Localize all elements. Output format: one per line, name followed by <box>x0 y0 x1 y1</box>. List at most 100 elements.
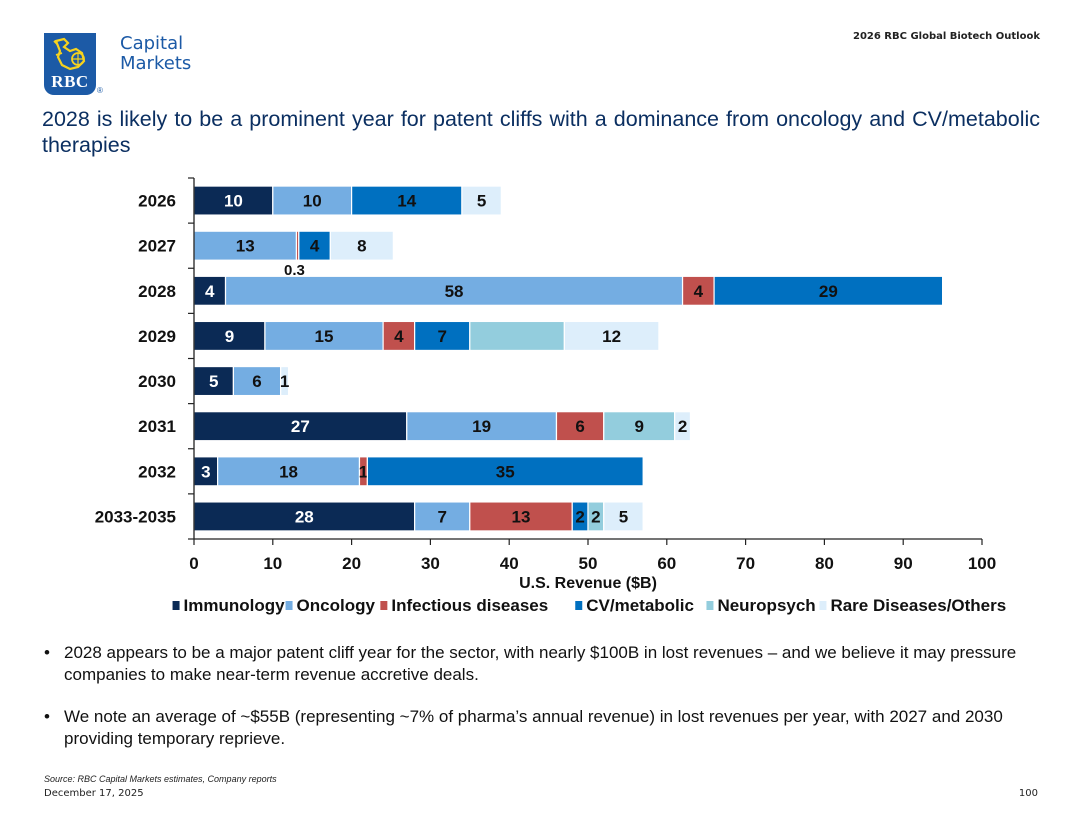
x-tick-label: 90 <box>894 554 913 573</box>
logo-text: RBC <box>51 72 89 91</box>
legend-label: Rare Diseases/Others <box>830 596 1006 615</box>
bar-segment-immunology <box>193 411 408 442</box>
data-label: 9 <box>634 417 643 436</box>
bar-segment-oncology <box>272 185 353 216</box>
data-label: 12 <box>602 327 621 346</box>
bar-segment-immunology <box>193 320 266 352</box>
annotation-label: 0.3 <box>284 262 305 279</box>
registered-mark: ® <box>97 86 103 95</box>
page-number: 100 <box>1018 788 1038 799</box>
report-date: December 17, 2025 <box>44 788 144 799</box>
bullet-text: We note an average of ~$55B (representin… <box>64 707 1003 748</box>
legend-label: Immunology <box>184 596 286 615</box>
y-tick-label: 2028 <box>138 282 176 301</box>
bar-segment-infectious-diseases <box>681 275 715 306</box>
data-label: 7 <box>437 507 446 526</box>
bar-segment-cv-metabolic <box>366 456 644 487</box>
bar-segment-oncology <box>232 365 282 397</box>
data-label: 5 <box>477 192 486 211</box>
y-tick-label: 2029 <box>138 327 176 346</box>
data-label: 9 <box>225 327 234 346</box>
legend-label: Infectious diseases <box>391 596 548 615</box>
legend-item-rare-diseases-others: Rare Diseases/Others <box>819 596 1006 615</box>
data-label: 35 <box>496 462 515 481</box>
x-tick-label: 10 <box>263 554 282 573</box>
lion-globe-icon <box>53 37 86 71</box>
data-label: 4 <box>694 282 704 301</box>
data-label: 10 <box>303 192 322 211</box>
bar-segment-rare-diseases-others <box>329 230 394 261</box>
data-label: 13 <box>236 237 255 256</box>
data-label: 7 <box>437 327 446 346</box>
data-label: 4 <box>394 327 404 346</box>
data-label: 58 <box>445 282 464 301</box>
data-label: 29 <box>819 282 838 301</box>
bar-segment-infectious-diseases <box>382 320 416 352</box>
x-tick-label: 30 <box>421 554 440 573</box>
bar-segment-rare-diseases-others <box>603 501 644 532</box>
y-tick-label: 2027 <box>138 237 176 256</box>
data-label: 3 <box>201 462 210 481</box>
source-note: Source: RBC Capital Markets estimates, C… <box>44 774 277 784</box>
data-label: 15 <box>315 327 334 346</box>
bar-segment-oncology <box>406 411 558 442</box>
bars-layer: 10 10 14 513 4 84 58 4 299 15 4 7 125 6 127 19 6 9 23 18 1 35… <box>193 185 944 532</box>
y-tick-label: 2026 <box>138 192 176 211</box>
legend-item-neuropsych: Neuropsych <box>706 596 816 615</box>
bar-segment-rare-diseases-others <box>280 365 290 397</box>
bullet-glyph: • <box>44 707 50 726</box>
legend-item-infectious-diseases: Infectious diseases <box>380 596 548 615</box>
legend-swatch <box>706 601 714 610</box>
data-label: 6 <box>252 372 261 391</box>
data-label: 8 <box>357 237 366 256</box>
bullet-item: • 2028 appears to be a major patent clif… <box>44 642 1050 686</box>
bullet-item: • We note an average of ~$55B (represent… <box>44 706 1050 750</box>
data-label: 5 <box>209 372 218 391</box>
y-tick-label: 2030 <box>138 372 176 391</box>
x-tick-label: 70 <box>736 554 755 573</box>
legend-item-cv-metabolic: CV/metabolic <box>575 596 694 615</box>
data-label: 5 <box>619 507 628 526</box>
slide-headline: 2028 is likely to be a prominent year fo… <box>42 107 1040 157</box>
stacked-bar-chart: 10 10 14 513 4 84 58 4 299 15 4 7 125 6 127 19 6 9 23 18 1 35… <box>95 177 1006 615</box>
data-label: 4 <box>205 282 215 301</box>
x-axis-title: U.S. Revenue ($B) <box>519 575 657 592</box>
legend: Immunology Oncology Infectious diseases CV/… <box>172 596 1006 615</box>
data-label: 27 <box>291 417 310 436</box>
legend-label: CV/metabolic <box>586 596 694 615</box>
y-tick-label: 2032 <box>138 462 176 481</box>
legend-swatch <box>172 601 180 610</box>
x-tick-label: 80 <box>815 554 834 573</box>
data-label: 2 <box>591 507 600 526</box>
bar-segment-oncology <box>224 275 684 306</box>
data-label: 4 <box>310 237 320 256</box>
legend-label: Neuropsych <box>717 596 815 615</box>
bar-segment-rare-diseases-others <box>674 411 692 442</box>
data-label: 14 <box>397 192 416 211</box>
bar-segment-cv-metabolic <box>713 275 944 306</box>
y-tick-label: 2031 <box>138 417 176 436</box>
brand-line-2: Markets <box>120 53 192 74</box>
data-label: 6 <box>575 417 584 436</box>
legend-swatch <box>575 601 583 610</box>
data-label: 2 <box>575 507 584 526</box>
data-label: 18 <box>279 462 298 481</box>
rbc-logo: RBC <box>44 33 96 95</box>
bar-segment-neuropsych <box>469 320 565 352</box>
bar-segment-oncology <box>264 320 384 352</box>
brand-line-1: Capital <box>120 33 184 54</box>
x-tick-label: 60 <box>657 554 676 573</box>
x-tick-label: 40 <box>500 554 519 573</box>
bar-segment-oncology <box>414 501 471 532</box>
data-label: 13 <box>512 507 531 526</box>
data-label: 10 <box>224 192 243 211</box>
legend-swatch <box>380 601 388 610</box>
legend-item-immunology: Immunology <box>172 596 286 615</box>
bar-segment-rare-diseases-others <box>461 185 502 216</box>
legend-swatch <box>819 601 827 610</box>
bar-segment-cv-metabolic <box>298 230 331 261</box>
x-tick-label: 0 <box>189 554 198 573</box>
legend-item-oncology: Oncology <box>285 596 375 615</box>
bar-segment-neuropsych <box>603 411 676 442</box>
document-title: 2026 RBC Global Biotech Outlook <box>852 31 1040 42</box>
